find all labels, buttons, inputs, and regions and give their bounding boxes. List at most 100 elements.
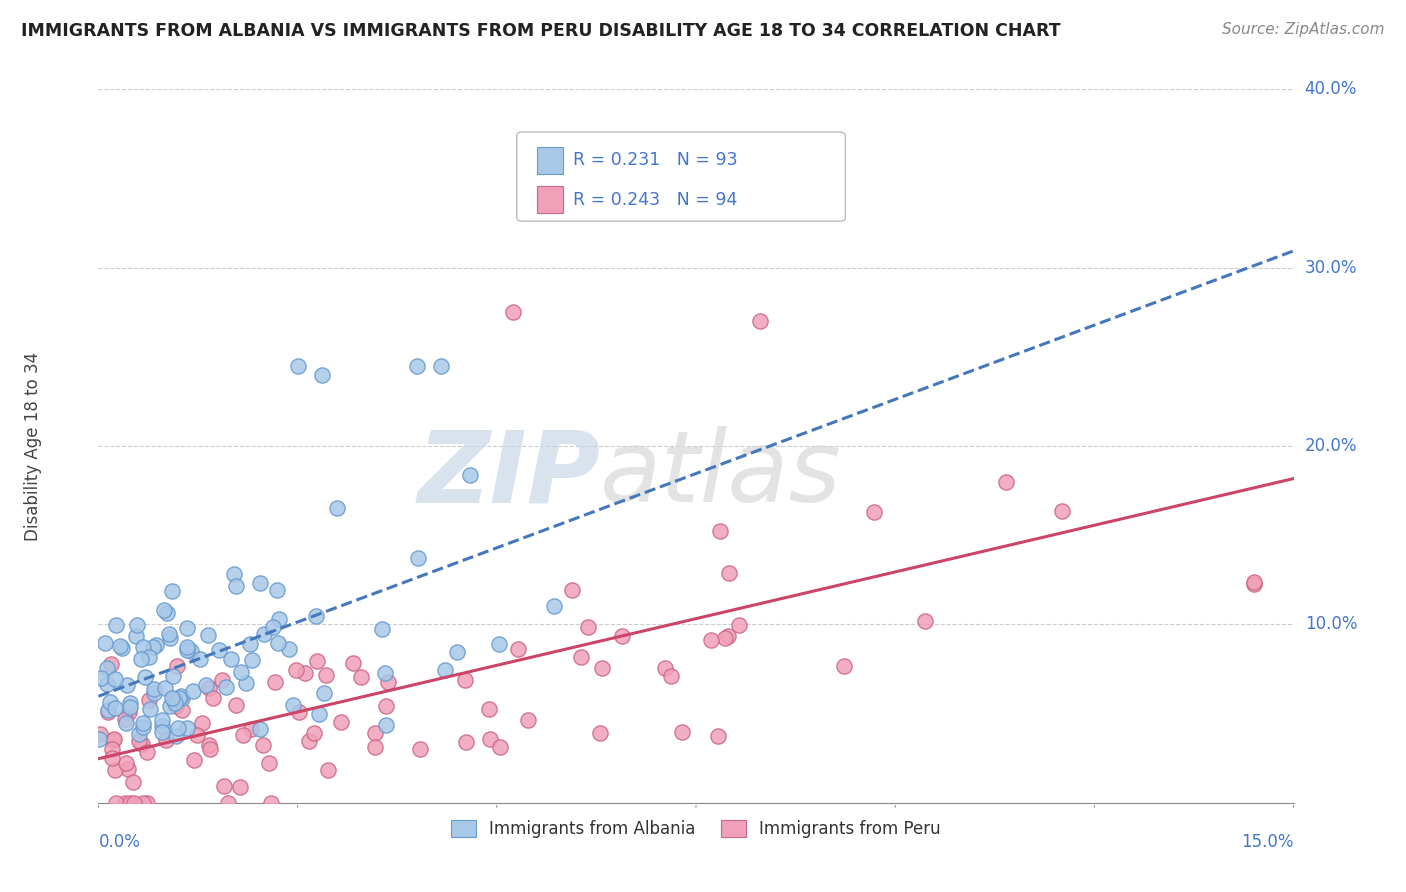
Point	[458, 467, 481, 482]
Point	[717, 566, 740, 581]
Text: Disability Age 18 to 34: Disability Age 18 to 34	[24, 351, 42, 541]
Point	[713, 631, 735, 645]
Point	[156, 606, 179, 620]
Point	[285, 663, 308, 677]
Point	[131, 737, 153, 751]
Point	[159, 627, 181, 641]
Point	[239, 637, 262, 651]
Point	[101, 751, 124, 765]
Point	[654, 661, 676, 675]
Point	[152, 725, 174, 739]
Point	[129, 651, 152, 665]
Point	[125, 618, 148, 632]
Point	[240, 653, 263, 667]
Point	[434, 663, 457, 677]
Point	[128, 734, 150, 748]
Point	[90, 671, 112, 685]
Point	[217, 796, 239, 810]
Point	[98, 694, 121, 708]
Point	[97, 706, 120, 720]
Point	[311, 368, 333, 382]
Point	[118, 696, 141, 710]
Point	[131, 640, 153, 655]
Point	[370, 622, 392, 636]
Text: 40.0%: 40.0%	[1305, 80, 1357, 98]
Point	[105, 618, 128, 632]
Point	[198, 738, 221, 752]
Point	[118, 796, 141, 810]
Point	[165, 698, 187, 713]
Point	[239, 722, 262, 736]
Point	[194, 677, 217, 691]
Point	[326, 501, 349, 516]
Point	[163, 691, 186, 706]
Text: 30.0%: 30.0%	[1305, 259, 1357, 277]
Point	[252, 738, 274, 752]
Point	[170, 690, 193, 705]
Point	[96, 661, 118, 675]
Point	[89, 727, 111, 741]
Point	[152, 714, 174, 728]
Point	[305, 654, 328, 668]
Point	[374, 718, 396, 732]
Point	[406, 359, 429, 373]
Point	[186, 728, 208, 742]
Point	[94, 636, 117, 650]
Point	[87, 731, 110, 746]
Point	[349, 670, 371, 684]
Point	[561, 582, 583, 597]
Point	[377, 674, 399, 689]
FancyBboxPatch shape	[517, 132, 845, 221]
Point	[103, 731, 125, 746]
Point	[661, 162, 683, 177]
Point	[132, 720, 155, 734]
Point	[162, 668, 184, 682]
Point	[374, 665, 396, 680]
Point	[139, 702, 162, 716]
Point	[101, 742, 124, 756]
Text: 20.0%: 20.0%	[1305, 437, 1357, 455]
Point	[145, 638, 167, 652]
Point	[198, 681, 221, 695]
Point	[125, 629, 148, 643]
Point	[287, 359, 309, 373]
Point	[235, 676, 257, 690]
Point	[183, 684, 205, 698]
Point	[128, 727, 150, 741]
Point	[502, 305, 524, 319]
Point	[160, 583, 183, 598]
Point	[153, 681, 176, 696]
Point	[571, 649, 593, 664]
Point	[176, 643, 198, 657]
Point	[198, 741, 221, 756]
Point	[191, 715, 214, 730]
Point	[304, 726, 326, 740]
Point	[103, 733, 125, 747]
Point	[506, 642, 529, 657]
Point	[142, 681, 165, 696]
Point	[249, 576, 271, 591]
Point	[232, 728, 254, 742]
Point	[318, 764, 340, 778]
Point	[208, 643, 231, 657]
Point	[117, 762, 139, 776]
Text: R = 0.243   N = 94: R = 0.243 N = 94	[572, 191, 737, 209]
Text: R = 0.231   N = 93: R = 0.231 N = 93	[572, 152, 738, 169]
Point	[176, 721, 198, 735]
Point	[267, 636, 290, 650]
Point	[478, 731, 501, 746]
Point	[225, 698, 247, 712]
Point	[104, 701, 127, 715]
Point	[219, 651, 242, 665]
Text: 10.0%: 10.0%	[1305, 615, 1357, 633]
Point	[115, 678, 138, 692]
Point	[294, 666, 316, 681]
Point	[262, 620, 284, 634]
Point	[176, 640, 198, 655]
Point	[576, 620, 599, 634]
Point	[202, 691, 225, 706]
Point	[104, 796, 127, 810]
Point	[312, 686, 335, 700]
Point	[224, 566, 246, 581]
Point	[516, 713, 538, 727]
